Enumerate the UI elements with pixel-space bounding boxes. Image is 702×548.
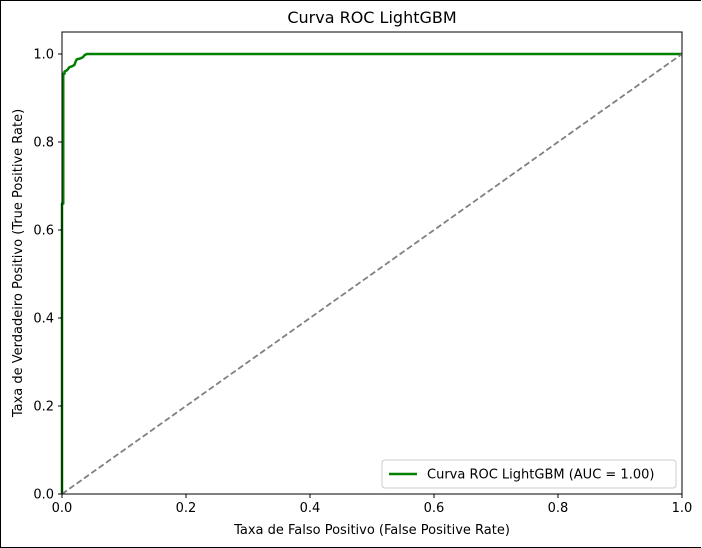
plot-frame xyxy=(61,31,683,495)
roc-curve-line xyxy=(60,52,682,494)
legend: Curva ROC LightGBM (AUC = 1.00) xyxy=(381,459,677,489)
x-tick-label: 0.4 xyxy=(300,501,321,516)
y-tick-label: 0.2 xyxy=(33,400,54,415)
x-axis-label: Taxa de Falso Positivo (False Positive R… xyxy=(233,523,510,538)
plot-area xyxy=(60,31,683,495)
diagonal-reference-line xyxy=(61,53,683,495)
y-tick-label: 0.4 xyxy=(33,312,54,327)
y-tick-label: 0.6 xyxy=(33,224,54,239)
legend-entry-roc: Curva ROC LightGBM (AUC = 1.00) xyxy=(427,468,654,483)
y-tick-label: 0.0 xyxy=(33,488,54,503)
x-tick-label: 0.0 xyxy=(52,501,73,516)
x-axis-ticks: 0.0 0.2 0.4 0.6 0.8 1.0 xyxy=(52,494,693,516)
y-axis-ticks: 0.0 0.2 0.4 0.6 0.8 1.0 xyxy=(33,48,62,503)
chart-title: Curva ROC LightGBM xyxy=(287,8,456,27)
x-tick-label: 0.2 xyxy=(176,501,197,516)
x-tick-label: 0.8 xyxy=(548,501,569,516)
y-axis-label: Taxa de Verdadeiro Positivo (True Positi… xyxy=(11,109,26,418)
y-tick-label: 0.8 xyxy=(33,136,54,151)
legend-box xyxy=(381,459,677,489)
y-tick-label: 1.0 xyxy=(33,48,54,63)
x-tick-label: 1.0 xyxy=(672,501,693,516)
x-tick-label: 0.6 xyxy=(424,501,445,516)
